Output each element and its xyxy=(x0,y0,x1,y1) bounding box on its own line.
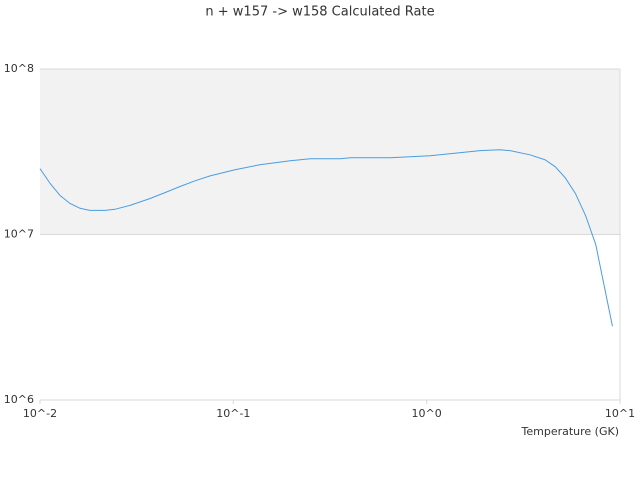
y-tick-label: 10^8 xyxy=(4,62,34,75)
chart-title: n + w157 -> w158 Calculated Rate xyxy=(205,5,434,20)
series-line xyxy=(39,149,613,327)
y-tick-label: 10^7 xyxy=(4,228,34,241)
x-tick-label: 10^1 xyxy=(605,407,635,420)
plot-band xyxy=(40,69,620,235)
x-tick-label: 10^-1 xyxy=(216,407,250,420)
y-tick-label: 10^6 xyxy=(4,393,34,406)
x-axis-label: Temperature (GK) xyxy=(521,425,620,438)
x-tick-label: 10^-2 xyxy=(23,407,57,420)
x-tick-label: 10^0 xyxy=(412,407,442,420)
